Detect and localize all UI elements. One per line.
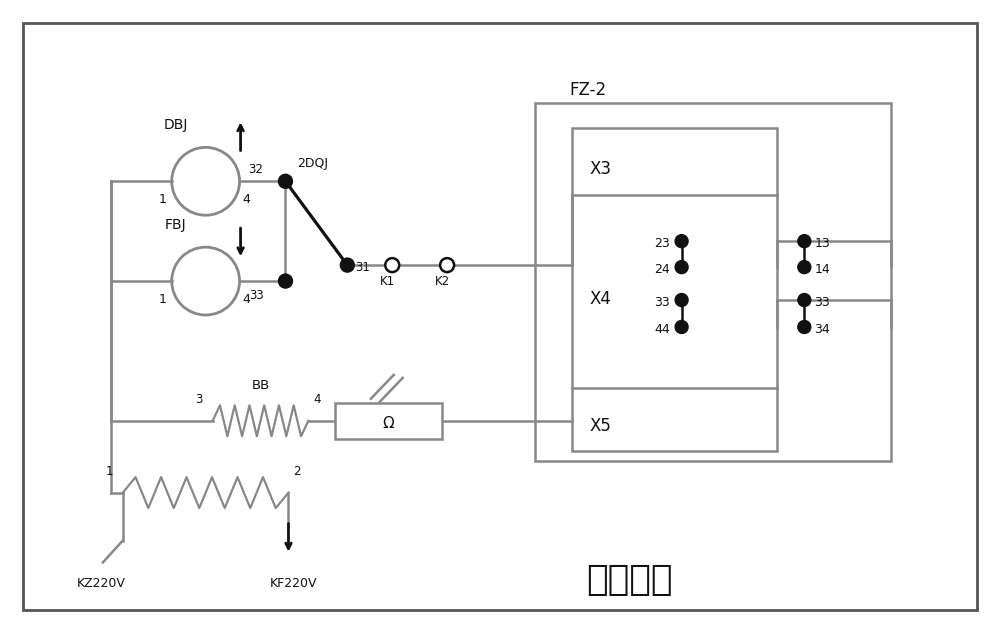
Text: KZ220V: KZ220V — [76, 577, 125, 591]
Circle shape — [278, 274, 292, 288]
Text: FZ-2: FZ-2 — [570, 82, 607, 99]
Text: K1: K1 — [380, 275, 395, 288]
Text: 24: 24 — [654, 263, 670, 276]
Text: 13: 13 — [814, 237, 830, 250]
Text: KF220V: KF220V — [270, 577, 317, 591]
Text: 1: 1 — [105, 465, 113, 478]
Circle shape — [340, 258, 354, 272]
Circle shape — [675, 235, 688, 248]
Text: X5: X5 — [590, 417, 612, 436]
Text: 33: 33 — [249, 289, 264, 302]
Circle shape — [798, 261, 811, 273]
Text: 23: 23 — [654, 237, 670, 250]
Text: 1: 1 — [159, 193, 167, 206]
Text: 表示电路: 表示电路 — [586, 563, 673, 598]
Text: FBJ: FBJ — [165, 218, 187, 232]
Circle shape — [798, 294, 811, 306]
Text: 33: 33 — [654, 296, 670, 309]
Text: K2: K2 — [435, 275, 450, 288]
Text: X4: X4 — [590, 289, 612, 308]
Text: 44: 44 — [654, 323, 670, 336]
Text: 31: 31 — [355, 261, 370, 274]
Circle shape — [172, 147, 240, 215]
Text: DBJ: DBJ — [164, 118, 188, 132]
Text: X3: X3 — [590, 160, 612, 178]
Text: 14: 14 — [814, 263, 830, 276]
Text: 4: 4 — [313, 393, 321, 406]
Circle shape — [675, 294, 688, 306]
Text: 32: 32 — [249, 163, 264, 177]
Text: 4: 4 — [243, 293, 250, 306]
Circle shape — [798, 235, 811, 248]
Bar — [572, 128, 777, 451]
Text: 2: 2 — [293, 465, 301, 478]
Circle shape — [172, 247, 240, 315]
Text: 3: 3 — [195, 393, 203, 406]
Bar — [335, 403, 442, 439]
Text: 34: 34 — [814, 323, 830, 336]
Text: 2DQJ: 2DQJ — [297, 158, 328, 170]
Text: 33: 33 — [814, 296, 830, 309]
Circle shape — [675, 261, 688, 273]
Text: Ω: Ω — [383, 416, 395, 430]
Text: 4: 4 — [243, 193, 250, 206]
Circle shape — [675, 320, 688, 334]
Circle shape — [385, 258, 399, 272]
Text: BB: BB — [251, 379, 270, 392]
Circle shape — [798, 320, 811, 334]
Circle shape — [440, 258, 454, 272]
Circle shape — [278, 174, 292, 188]
Text: 1: 1 — [159, 293, 167, 306]
Bar — [535, 103, 891, 461]
